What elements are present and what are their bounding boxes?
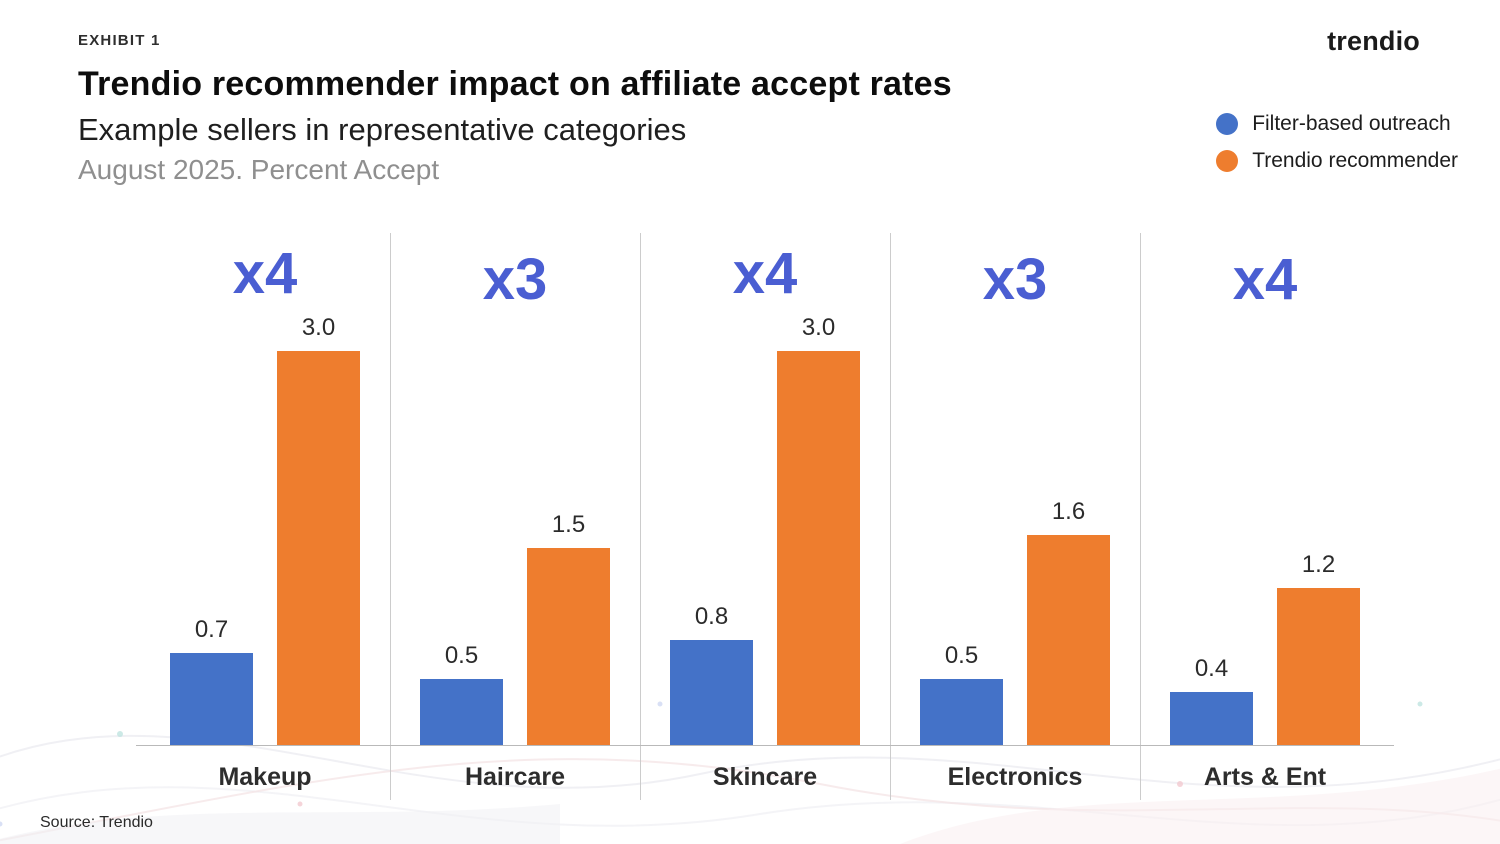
chart-group: x4 0.7 3.0 [140,233,390,745]
bar-recommender [527,548,610,745]
legend-item-filter-based: Filter-based outreach [1216,112,1458,136]
multiplier-label: x3 [482,246,548,312]
category-label: Skincare [712,763,818,791]
bar-pair: 0.8 3.0 [640,314,890,745]
bar-recommender [1027,535,1110,745]
bar-value-label: 1.6 [1051,498,1086,525]
bar-filter-based [420,679,503,745]
bar-recommender [1277,588,1360,745]
brand-logo: trendio [1327,26,1420,56]
chart-group: x3 0.5 1.5 [390,233,640,745]
category-label: Arts & Ent [1203,763,1327,791]
bar-value-label: 0.5 [944,642,979,669]
multiplier-label: x4 [732,241,798,306]
bar-filter-based [920,679,1003,745]
multiplier-label: x4 [1232,246,1298,312]
multiplier-label: x4 [232,241,298,306]
bar-value-label: 0.7 [194,616,229,643]
chart-group: x3 0.5 1.6 [890,233,1140,745]
legend-swatch-blue-icon [1216,113,1239,135]
bar-value-label: 1.5 [551,511,586,538]
group-divider [640,233,641,800]
bar-pair: 0.5 1.6 [890,325,1140,745]
exhibit-label: EXHIBIT 1 [78,32,161,49]
bar-value-label: 1.2 [1301,551,1336,578]
legend-label: Filter-based outreach [1252,112,1451,135]
bar-value-label: 3.0 [801,314,836,341]
legend-swatch-orange-icon [1216,150,1239,172]
group-divider [890,233,891,800]
page-subtitle: Example sellers in representative catego… [78,112,687,147]
bar-value-label: 0.8 [694,603,729,630]
bar-filter-based [170,653,253,745]
chart-categories: Makeup Haircare Skincare Electronics Arts & … [140,746,1390,792]
bar-value-label: 0.5 [444,642,479,669]
period-label: August 2025. Percent Accept [78,154,440,185]
group-divider [390,233,391,800]
bar-chart: x4 0.7 3.0 x3 0.5 1.5 x4 0.8 3.0 x3 0.5 1.6 x4 0.4 1.2… [136,233,1394,800]
bar-recommender [777,351,860,745]
category-label: Haircare [464,763,566,791]
chart-plot: x4 0.7 3.0 x3 0.5 1.5 x4 0.8 3.0 x3 0.5 1.6 x4 0.4 1.2 [140,233,1390,745]
multiplier-label: x3 [982,246,1048,312]
bar-pair: 0.7 3.0 [140,314,390,745]
chart-group: x4 0.8 3.0 [640,233,890,745]
chart-legend: Filter-based outreach Trendio recommende… [1216,112,1458,186]
bar-pair: 0.5 1.5 [390,325,640,745]
legend-label: Trendio recommender [1252,149,1458,172]
bar-filter-based [670,640,753,745]
source-note: Source: Trendio [40,814,153,831]
legend-item-recommender: Trendio recommender [1216,149,1458,173]
header: EXHIBIT 1 Trendio recommender impact on … [78,32,952,186]
group-divider [1140,233,1141,800]
category-label: Makeup [218,763,312,791]
bar-value-label: 0.4 [1194,655,1229,682]
bar-recommender [277,351,360,745]
bar-filter-based [1170,692,1253,745]
bar-pair: 0.4 1.2 [1140,325,1390,745]
chart-group: x4 0.4 1.2 [1140,233,1390,745]
bar-value-label: 3.0 [301,314,336,341]
category-label: Electronics [947,763,1083,791]
page-title: Trendio recommender impact on affiliate … [78,65,952,103]
